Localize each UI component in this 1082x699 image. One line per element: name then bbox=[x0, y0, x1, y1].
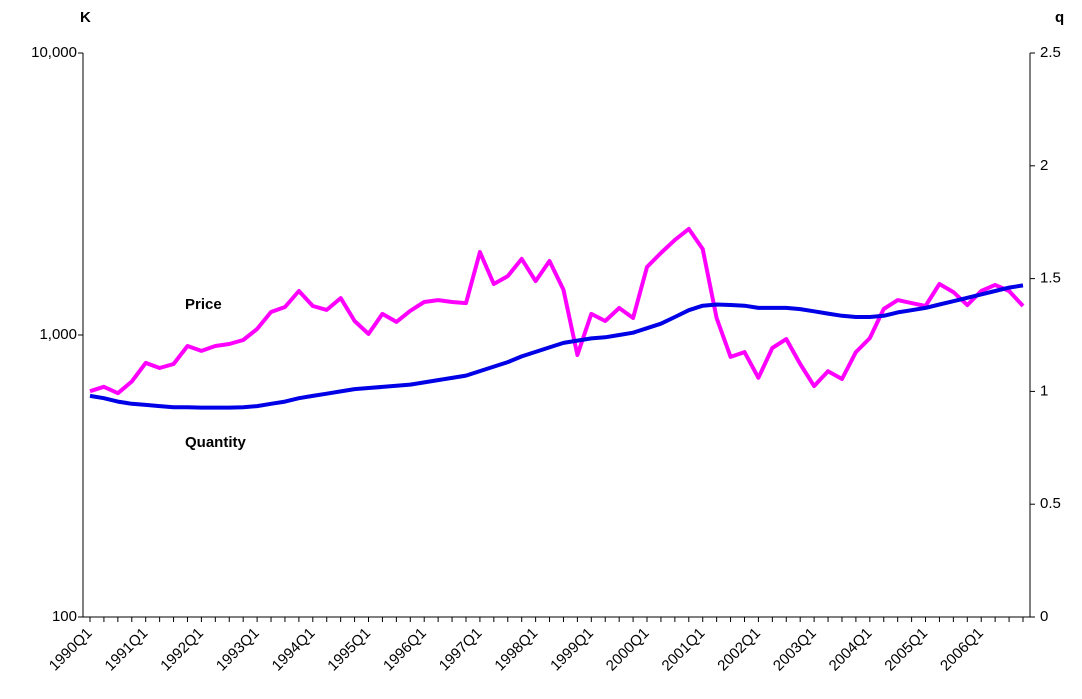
x-tick-label: 2001Q1 bbox=[659, 625, 709, 675]
y2-tick-label: 1.5 bbox=[1040, 270, 1061, 287]
x-tick-label: 2004Q1 bbox=[826, 625, 876, 675]
y2-tick-label: 0.5 bbox=[1040, 495, 1061, 512]
x-tick-label: 2000Q1 bbox=[603, 625, 653, 675]
x-tick-label: 2003Q1 bbox=[770, 625, 820, 675]
x-tick-label: 1992Q1 bbox=[157, 625, 207, 675]
series-line bbox=[89, 283, 1024, 410]
y-tick-label: 1,000 bbox=[39, 326, 77, 343]
series-annotation: Quantity bbox=[185, 434, 246, 451]
y-tick-label: 10,000 bbox=[31, 44, 77, 61]
x-tick-label: 1998Q1 bbox=[491, 625, 541, 675]
x-tick-label: 2005Q1 bbox=[881, 625, 931, 675]
series-line bbox=[89, 226, 1025, 396]
series-annotation: Price bbox=[185, 296, 222, 313]
y-unit-label: K bbox=[80, 9, 91, 26]
x-tick-label: 1999Q1 bbox=[547, 625, 597, 675]
y2-tick-label: 0 bbox=[1040, 608, 1048, 625]
y2-tick-label: 2 bbox=[1040, 157, 1048, 174]
x-tick-label: 1991Q1 bbox=[102, 625, 152, 675]
y2-tick-label: 2.5 bbox=[1040, 44, 1061, 61]
y2-tick-label: 1 bbox=[1040, 382, 1048, 399]
x-tick-label: 2002Q1 bbox=[714, 625, 764, 675]
y2-unit-label: q bbox=[1055, 9, 1064, 26]
y-tick-label: 100 bbox=[52, 608, 77, 625]
x-tick-label: 1993Q1 bbox=[213, 625, 263, 675]
x-tick-label: 1994Q1 bbox=[269, 625, 319, 675]
x-tick-label: 1990Q1 bbox=[46, 625, 96, 675]
x-tick-label: 1995Q1 bbox=[324, 625, 374, 675]
x-tick-label: 2006Q1 bbox=[937, 625, 987, 675]
x-tick-label: 1996Q1 bbox=[380, 625, 430, 675]
x-tick-label: 1997Q1 bbox=[436, 625, 486, 675]
